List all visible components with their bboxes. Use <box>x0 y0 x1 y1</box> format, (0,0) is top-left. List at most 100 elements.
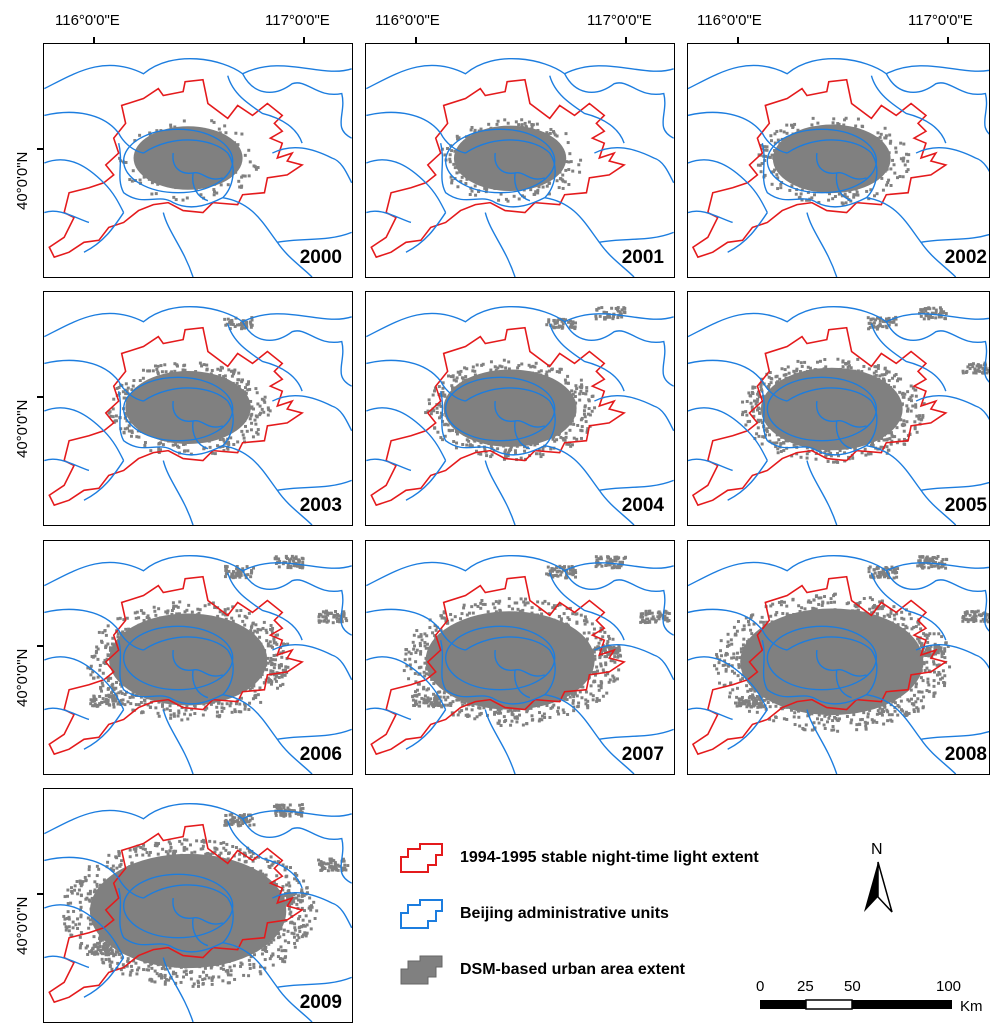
urban-pixel <box>867 327 871 331</box>
urban-pixel <box>557 149 561 153</box>
urban-pixel <box>756 408 759 412</box>
urban-pixel <box>238 568 242 572</box>
urban-pixel <box>868 708 872 712</box>
urban-pixel <box>786 142 790 146</box>
admin-boundary <box>366 159 447 213</box>
urban-pixel <box>418 700 422 704</box>
urban-pixel <box>250 570 254 574</box>
urban-pixel <box>165 611 169 615</box>
urban-pixel <box>177 711 181 715</box>
urban-pixel <box>614 565 618 569</box>
urban-pixel <box>879 132 883 136</box>
urban-pixel <box>548 569 552 573</box>
urban-pixel <box>548 697 552 701</box>
urban-pixel <box>215 378 219 382</box>
urban-pixel <box>820 718 824 722</box>
urban-pixel <box>212 120 216 124</box>
urban-pixel <box>778 394 782 398</box>
urban-pixel <box>505 134 509 138</box>
urban-pixel <box>571 320 575 324</box>
admin-boundary <box>465 139 556 199</box>
urban-pixel <box>545 131 549 135</box>
urban-pixel <box>140 414 144 418</box>
urban-pixel <box>514 373 518 377</box>
urban-pixel <box>199 432 203 436</box>
urban-pixel <box>126 649 130 653</box>
urban-pixel <box>111 415 115 419</box>
urban-pixel <box>971 362 975 366</box>
admin-boundary <box>484 709 516 774</box>
urban-pixel <box>934 308 938 312</box>
urban-pixel <box>811 116 815 120</box>
urban-pixel <box>283 669 287 673</box>
urban-pixel <box>493 131 497 135</box>
urban-pixel <box>543 715 547 719</box>
urban-pixel <box>249 684 253 688</box>
urban-pixel <box>473 171 477 174</box>
urban-pixel <box>787 371 791 375</box>
urban-pixel <box>523 603 527 607</box>
urban-pixel <box>578 690 582 694</box>
urban-pixel <box>526 616 530 620</box>
urban-pixel <box>137 616 141 620</box>
urban-pixel <box>831 725 835 728</box>
urban-pixel <box>819 596 823 600</box>
urban-pixel <box>798 379 802 383</box>
urban-pixel <box>848 190 852 194</box>
urban-pixel <box>593 406 597 410</box>
urban-pixel <box>883 126 887 130</box>
urban-pixel <box>140 403 144 407</box>
urban-pixel <box>441 438 445 442</box>
urban-pixel <box>539 132 543 136</box>
admin-boundary <box>277 231 352 243</box>
urban-pixel <box>603 317 607 321</box>
urban-pixel <box>97 630 101 634</box>
urban-pixel <box>446 423 450 427</box>
urban-pixel <box>413 672 417 676</box>
urban-pixel <box>141 368 145 372</box>
urban-pixel <box>852 713 856 717</box>
urban-pixel <box>855 626 859 630</box>
urban-pixel <box>554 325 558 329</box>
urban-pixel <box>938 314 942 318</box>
urban-pixel <box>896 396 900 400</box>
urban-pixel <box>877 377 881 381</box>
urban-pixel <box>577 666 581 670</box>
urban-pixel <box>793 622 797 626</box>
urban-pixel <box>564 132 568 136</box>
urban-pixel <box>427 402 431 406</box>
urban-pixel <box>729 681 733 685</box>
urban-pixel <box>490 453 494 457</box>
urban-pixel <box>916 660 920 664</box>
urban-pixel <box>614 306 618 310</box>
admin-boundary <box>786 139 878 199</box>
urban-pixel <box>259 411 263 415</box>
urban-pixel <box>495 122 499 126</box>
urban-pixel <box>472 616 476 620</box>
urban-pixel <box>759 657 763 661</box>
urban-pixel <box>886 181 890 184</box>
urban-pixel <box>469 692 473 695</box>
urban-pixel <box>480 599 484 602</box>
urban-pixel <box>824 704 828 708</box>
urban-pixel <box>741 665 745 669</box>
urban-pixel <box>402 669 406 673</box>
urban-pixel <box>208 430 211 434</box>
urban-pixel <box>217 127 221 131</box>
urban-pixel <box>896 401 899 405</box>
map-panel-2001: 2001 <box>365 43 675 278</box>
urban-pixel <box>902 142 906 146</box>
urban-pixel <box>778 142 782 146</box>
urban-pixel <box>130 675 134 679</box>
urban-pixel <box>506 702 509 706</box>
urban-pixel <box>503 118 507 122</box>
urban-pixel <box>595 665 599 669</box>
urban-pixel <box>832 699 836 703</box>
urban-pixel <box>141 638 145 642</box>
urban-pixel <box>489 455 493 459</box>
urban-pixel <box>897 438 901 442</box>
urban-pixel <box>180 694 184 698</box>
admin-boundary <box>222 444 313 525</box>
urban-pixel <box>218 178 222 182</box>
urban-pixel <box>616 557 620 561</box>
